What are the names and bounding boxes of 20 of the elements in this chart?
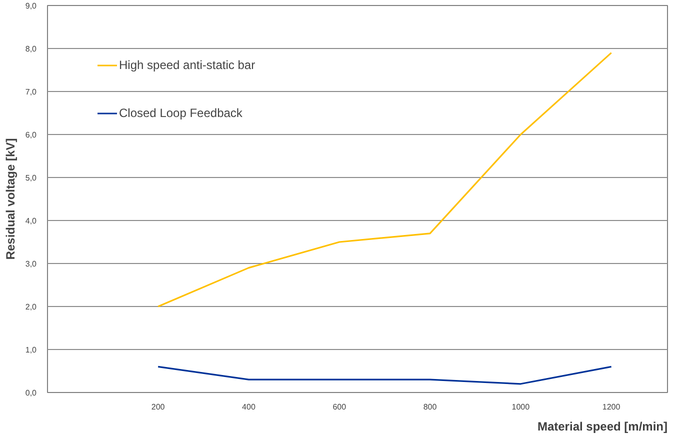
x-tick-label: 1000 <box>512 402 530 412</box>
y-tick-label: 5,0 <box>25 174 38 182</box>
y-axis-title: Residual voltage [kV] <box>3 138 18 260</box>
y-tick-label: 7,0 <box>25 88 38 96</box>
y-tick-label: 0,0 <box>25 388 38 398</box>
x-tick-label: 600 <box>332 402 347 412</box>
x-tick-label: 400 <box>242 402 256 412</box>
x-tick-label: 200 <box>151 402 166 412</box>
y-tick-label: 2,0 <box>25 302 38 312</box>
x-axis-title: Material speed [m/min] <box>537 420 668 434</box>
y-tick-label: 8,0 <box>25 44 38 54</box>
y-tick-label: 9,0 <box>25 2 38 10</box>
x-tick-label: 800 <box>423 402 438 412</box>
y-tick-label: 1,0 <box>25 346 38 354</box>
legend-label: High speed anti-static bar <box>119 58 256 72</box>
y-tick-label: 3,0 <box>25 260 38 268</box>
y-tick-label: 4,0 <box>25 216 38 226</box>
legend-label: Closed Loop Feedback <box>119 106 242 120</box>
x-tick-label: 1200 <box>602 402 621 412</box>
y-tick-label: 6,0 <box>25 130 38 140</box>
